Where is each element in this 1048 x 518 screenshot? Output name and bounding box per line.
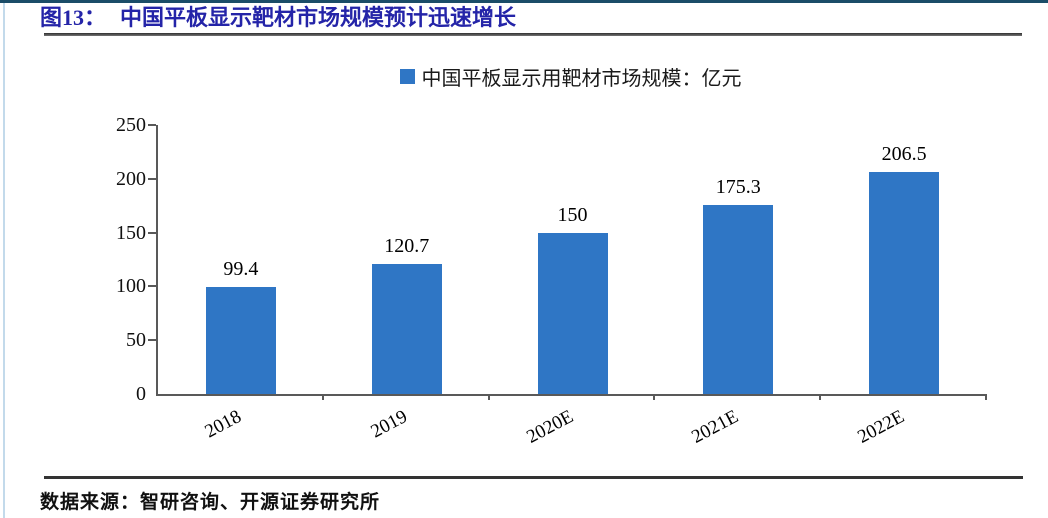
bar-value-label: 99.4: [223, 258, 259, 281]
y-axis-tick-label: 150: [116, 221, 146, 244]
source-divider: [44, 476, 1023, 479]
figure-title: 中国平板显示靶材市场规模预计迅速增长: [120, 5, 517, 30]
legend-label: 中国平板显示用靶材市场规模：亿元: [421, 67, 742, 90]
top-accent-strip: [0, 0, 1048, 3]
y-axis-tick: [148, 231, 156, 234]
figure-number: 图13：: [40, 5, 107, 30]
y-axis-tick-label: 100: [116, 275, 146, 298]
x-axis-tick: [819, 394, 822, 400]
chart-legend: 中国平板显示用靶材市场规模：亿元: [156, 64, 985, 90]
figure-title-row: 图13： 中国平板显示靶材市场规模预计迅速增长: [40, 3, 516, 33]
x-axis-tick: [653, 394, 656, 400]
data-source: 数据来源：智研咨询、开源证券研究所: [40, 492, 381, 513]
y-axis-tick: [148, 339, 156, 342]
bar-value-label: 120.7: [384, 235, 430, 258]
y-axis-tick: [148, 177, 156, 180]
y-axis-tick: [148, 285, 156, 288]
x-axis-tick: [985, 394, 987, 400]
plot-area: 99.4 2018 120.7 2019 150 2020E 175.3 2021E 206.5…: [148, 124, 987, 448]
bar-2018: [205, 287, 276, 394]
x-axis-label-2018: 2018: [201, 406, 245, 443]
title-divider: [44, 33, 1022, 36]
y-axis-tick-label: 250: [116, 114, 146, 136]
left-accent-line: [3, 3, 5, 518]
bar-value-label: 206.5: [881, 142, 927, 165]
bar-value-label: 175.3: [715, 176, 761, 199]
bar-2020E: [537, 232, 608, 394]
x-axis-label-2022E: 2022E: [854, 406, 908, 448]
bar-2019: [371, 264, 442, 394]
y-axis-tick: [148, 124, 156, 126]
x-axis-label-2020E: 2020E: [522, 406, 577, 448]
y-axis-tick-label: 200: [116, 167, 146, 190]
x-axis-tick: [487, 394, 490, 400]
x-axis-label-2021E: 2021E: [688, 406, 743, 448]
y-axis-tick-label: 50: [126, 329, 146, 352]
y-axis-labels: 0 50 100 150 200 250: [0, 114, 146, 405]
x-axis-tick: [321, 394, 324, 400]
y-axis-tick-label: 0: [136, 383, 146, 405]
legend-swatch-icon: [399, 68, 415, 84]
x-axis-label-2019: 2019: [367, 406, 411, 443]
bar-2021E: [703, 205, 774, 394]
bar-2022E: [869, 171, 940, 394]
bar-value-label: 150: [557, 203, 588, 226]
